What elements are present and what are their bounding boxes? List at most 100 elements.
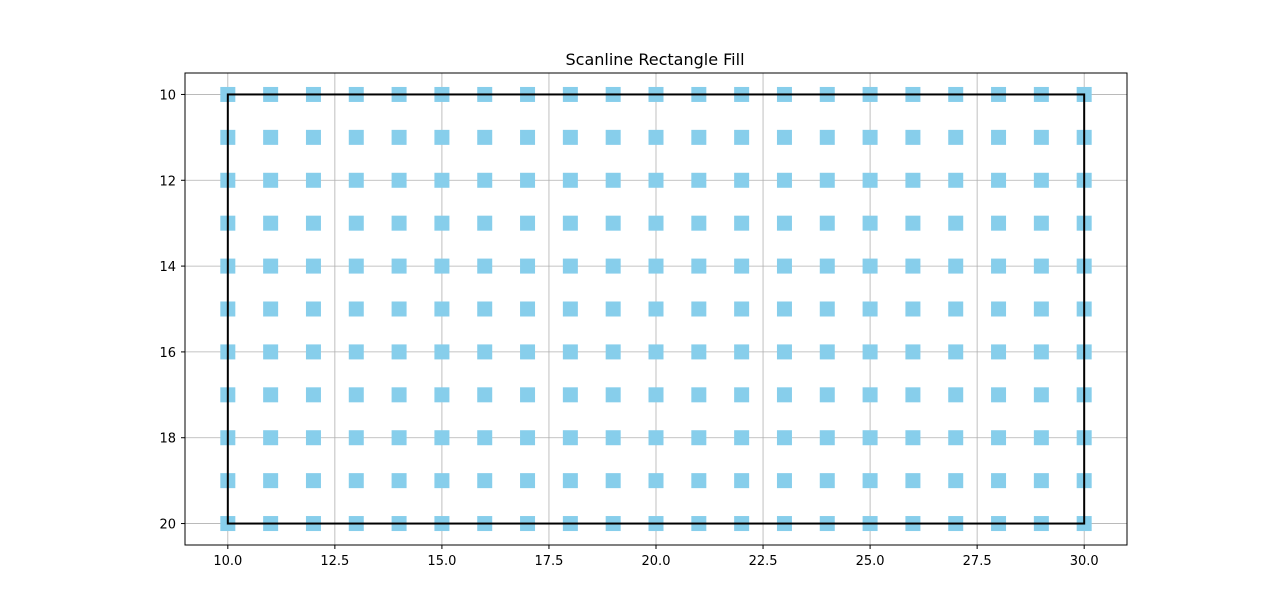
fill-point xyxy=(948,387,964,403)
fill-point xyxy=(862,129,878,145)
fill-point xyxy=(905,430,921,446)
fill-point xyxy=(520,473,536,489)
fill-point xyxy=(648,473,664,489)
fill-point xyxy=(391,258,407,274)
axis-ticks: 10.0 12.5 15.0 17.5 20.0 22.5 25.0 27.5 30.0 10 12… xyxy=(159,88,1098,569)
x-tick-label: 17.5 xyxy=(534,554,563,569)
fill-point xyxy=(691,473,707,489)
fill-point xyxy=(905,473,921,489)
fill-point xyxy=(862,258,878,274)
fill-point xyxy=(862,473,878,489)
x-tick-label: 22.5 xyxy=(749,554,778,569)
fill-point xyxy=(562,172,578,188)
fill-point xyxy=(605,215,621,231)
fill-point xyxy=(819,430,835,446)
fill-point xyxy=(948,172,964,188)
fill-point xyxy=(734,473,750,489)
y-tick-label: 10 xyxy=(159,88,176,103)
fill-point xyxy=(905,301,921,317)
fill-point xyxy=(305,301,321,317)
fill-point xyxy=(1033,301,1049,317)
fill-point xyxy=(605,430,621,446)
fill-point xyxy=(819,215,835,231)
fill-point xyxy=(562,301,578,317)
fill-point xyxy=(991,344,1007,360)
fill-point xyxy=(691,430,707,446)
fill-point xyxy=(605,387,621,403)
fill-point xyxy=(819,473,835,489)
fill-point xyxy=(734,258,750,274)
fill-point xyxy=(348,129,364,145)
fill-point xyxy=(434,344,450,360)
fill-point xyxy=(691,301,707,317)
fill-point xyxy=(948,473,964,489)
fill-point xyxy=(734,387,750,403)
fill-point xyxy=(263,301,279,317)
fill-point xyxy=(948,129,964,145)
x-tick-label: 30.0 xyxy=(1070,554,1099,569)
rectangle-outline xyxy=(226,93,1086,525)
fill-point xyxy=(905,258,921,274)
fill-point xyxy=(991,258,1007,274)
fill-point xyxy=(819,387,835,403)
fill-point xyxy=(1033,258,1049,274)
fill-point xyxy=(305,129,321,145)
fill-point xyxy=(477,172,493,188)
fill-point xyxy=(819,129,835,145)
y-tick-label: 14 xyxy=(159,260,176,275)
fill-point xyxy=(648,215,664,231)
fill-point xyxy=(520,301,536,317)
fill-point xyxy=(991,172,1007,188)
fill-point xyxy=(348,473,364,489)
fill-point xyxy=(648,172,664,188)
fill-point xyxy=(348,258,364,274)
fill-point xyxy=(391,215,407,231)
fill-point xyxy=(520,172,536,188)
fill-point xyxy=(691,172,707,188)
fill-point xyxy=(691,129,707,145)
fill-point xyxy=(605,301,621,317)
fill-point xyxy=(991,387,1007,403)
fill-point xyxy=(776,430,792,446)
fill-point xyxy=(862,215,878,231)
fill-point xyxy=(263,430,279,446)
fill-point xyxy=(605,258,621,274)
fill-point xyxy=(263,473,279,489)
fill-point xyxy=(562,387,578,403)
fill-point xyxy=(391,129,407,145)
fill-point xyxy=(905,129,921,145)
fill-point xyxy=(991,430,1007,446)
fill-point xyxy=(477,430,493,446)
fill-point xyxy=(562,215,578,231)
fill-point xyxy=(776,129,792,145)
fill-point xyxy=(734,172,750,188)
fill-point xyxy=(819,344,835,360)
fill-point xyxy=(562,129,578,145)
fill-point xyxy=(562,258,578,274)
fill-point xyxy=(434,301,450,317)
x-tick-label: 12.5 xyxy=(320,554,349,569)
fill-point xyxy=(348,344,364,360)
fill-point xyxy=(391,430,407,446)
fill-point xyxy=(434,387,450,403)
fill-point xyxy=(520,387,536,403)
fill-point xyxy=(948,258,964,274)
fill-point xyxy=(948,301,964,317)
fill-point xyxy=(520,258,536,274)
fill-point xyxy=(905,344,921,360)
fill-point xyxy=(391,301,407,317)
fill-point xyxy=(348,430,364,446)
fill-point xyxy=(305,430,321,446)
fill-point xyxy=(477,129,493,145)
fill-point xyxy=(520,215,536,231)
fill-point xyxy=(1033,344,1049,360)
fill-point xyxy=(691,258,707,274)
fill-point xyxy=(991,215,1007,231)
fill-point xyxy=(562,473,578,489)
y-tick-label: 18 xyxy=(159,432,176,447)
fill-point xyxy=(477,258,493,274)
fill-point xyxy=(691,387,707,403)
fill-point xyxy=(434,172,450,188)
fill-point xyxy=(819,258,835,274)
